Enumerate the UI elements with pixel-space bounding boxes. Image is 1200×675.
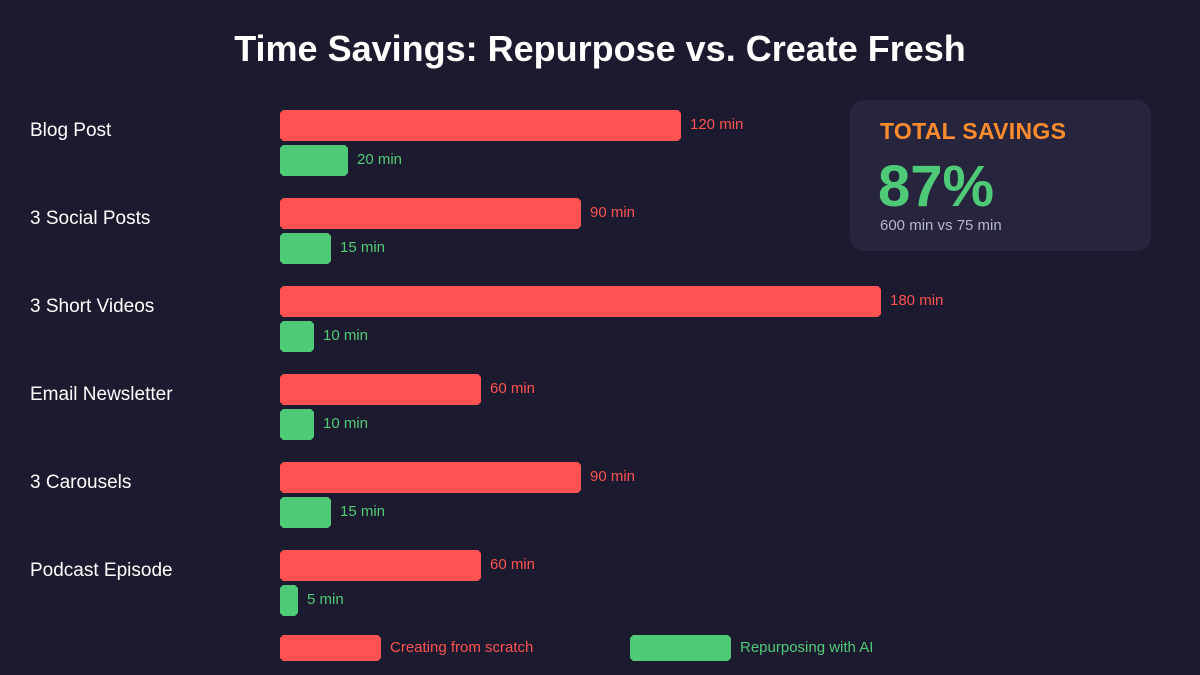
bar-scratch xyxy=(280,462,581,493)
bar-scratch xyxy=(280,198,581,229)
category-label: 3 Social Posts xyxy=(30,208,151,229)
data-label-repurpose: 10 min xyxy=(323,327,369,344)
data-label-scratch: 60 min xyxy=(490,380,536,397)
legend-swatch-scratch xyxy=(280,635,381,661)
category-label: Blog Post xyxy=(30,120,112,141)
data-label-scratch: 90 min xyxy=(590,204,636,221)
bar-repurpose xyxy=(280,409,314,440)
bar-scratch xyxy=(280,550,481,581)
data-label-scratch: 90 min xyxy=(590,468,636,485)
bar-scratch xyxy=(280,374,481,405)
data-label-scratch: 120 min xyxy=(690,116,744,133)
data-label-repurpose: 15 min xyxy=(340,239,386,256)
category-label: 3 Short Videos xyxy=(30,296,155,317)
total-savings-comparison: 600 min vs 75 min xyxy=(880,217,1002,234)
category-label: Email Newsletter xyxy=(30,384,173,405)
legend-label-repurpose: Repurposing with AI xyxy=(740,639,874,656)
legend-label-scratch: Creating from scratch xyxy=(390,639,534,656)
bar-repurpose xyxy=(280,145,348,176)
data-label-repurpose: 20 min xyxy=(357,151,403,168)
data-label-repurpose: 10 min xyxy=(323,415,369,432)
bar-scratch xyxy=(280,286,881,317)
data-label-repurpose: 15 min xyxy=(340,503,386,520)
chart-title: Time Savings: Repurpose vs. Create Fresh xyxy=(234,28,966,69)
bar-repurpose xyxy=(280,233,331,264)
category-label: 3 Carousels xyxy=(30,472,132,493)
data-label-scratch: 60 min xyxy=(490,556,536,573)
total-savings-percent: 87% xyxy=(878,154,995,219)
legend-swatch-repurpose xyxy=(630,635,731,661)
bar-repurpose xyxy=(280,497,331,528)
total-savings-heading: TOTAL SAVINGS xyxy=(880,118,1067,144)
bar-scratch xyxy=(280,110,681,141)
category-label: Podcast Episode xyxy=(30,560,173,581)
data-label-scratch: 180 min xyxy=(890,292,944,309)
data-label-repurpose: 5 min xyxy=(307,591,344,608)
total-savings-card: TOTAL SAVINGS 87% 600 min vs 75 min xyxy=(850,100,1151,251)
bar-repurpose xyxy=(280,585,298,616)
bar-repurpose xyxy=(280,321,314,352)
